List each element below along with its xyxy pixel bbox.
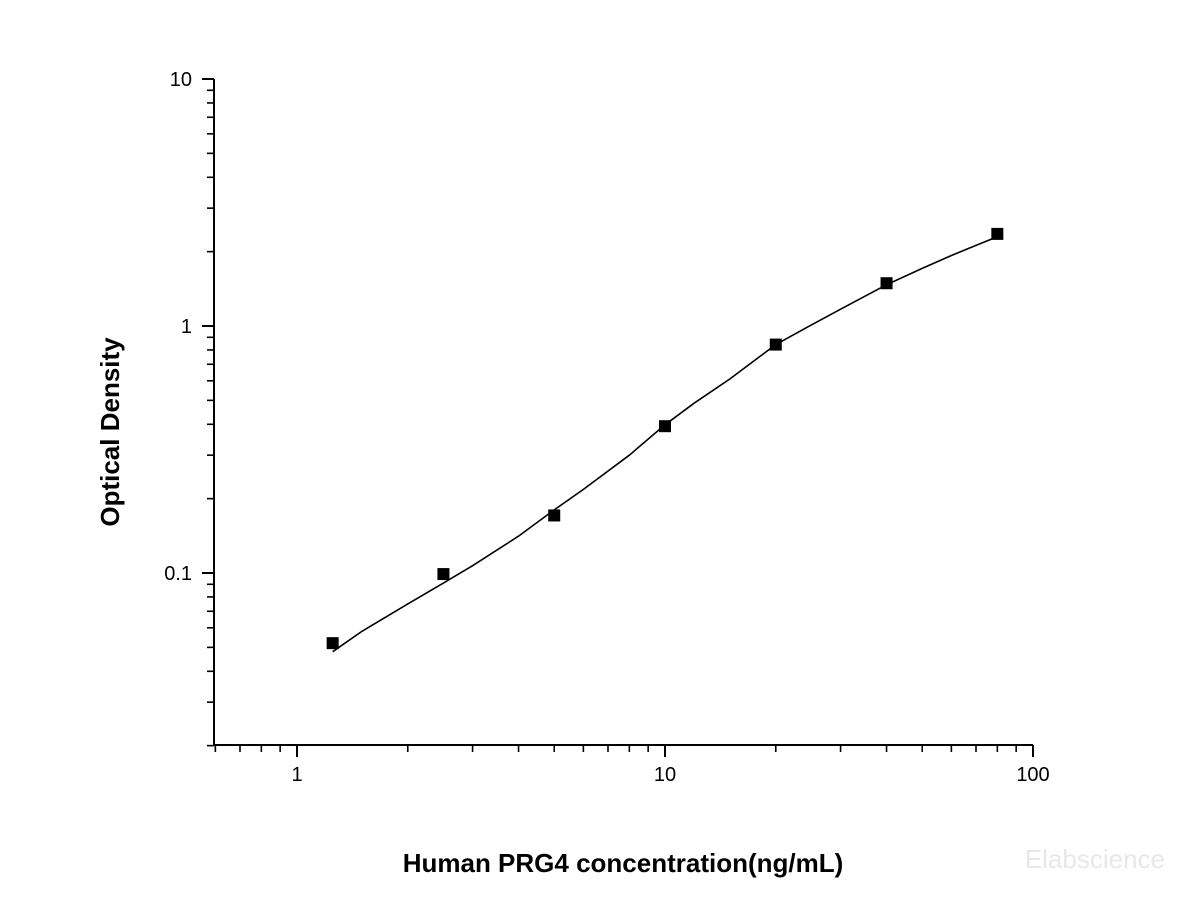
x-tick-label: 100 [1016,764,1049,786]
tick-labels: 1 10 100 0.1 1 10 [164,69,1050,786]
y-tick-label: 10 [170,69,192,91]
x-tick-label: 1 [291,764,302,786]
data-point [437,568,450,581]
data-point [659,420,671,433]
y-tick-label: 1 [181,316,192,338]
x-tick-label: 10 [654,764,676,786]
data-point [991,227,1004,240]
major-ticks [202,78,1034,757]
data-point [769,338,782,351]
data-point [326,637,339,650]
watermark: Elabscience [1025,844,1165,874]
y-tick-label: 0.1 [164,563,192,585]
data-point [880,277,893,290]
minor-ticks [207,89,1017,752]
x-axis-title: Human PRG4 concentration(ng/mL) [403,848,844,878]
data-points [326,227,1004,650]
fit-curve [332,235,998,653]
data-point [548,509,561,522]
y-axis-title: Optical Density [95,337,125,527]
